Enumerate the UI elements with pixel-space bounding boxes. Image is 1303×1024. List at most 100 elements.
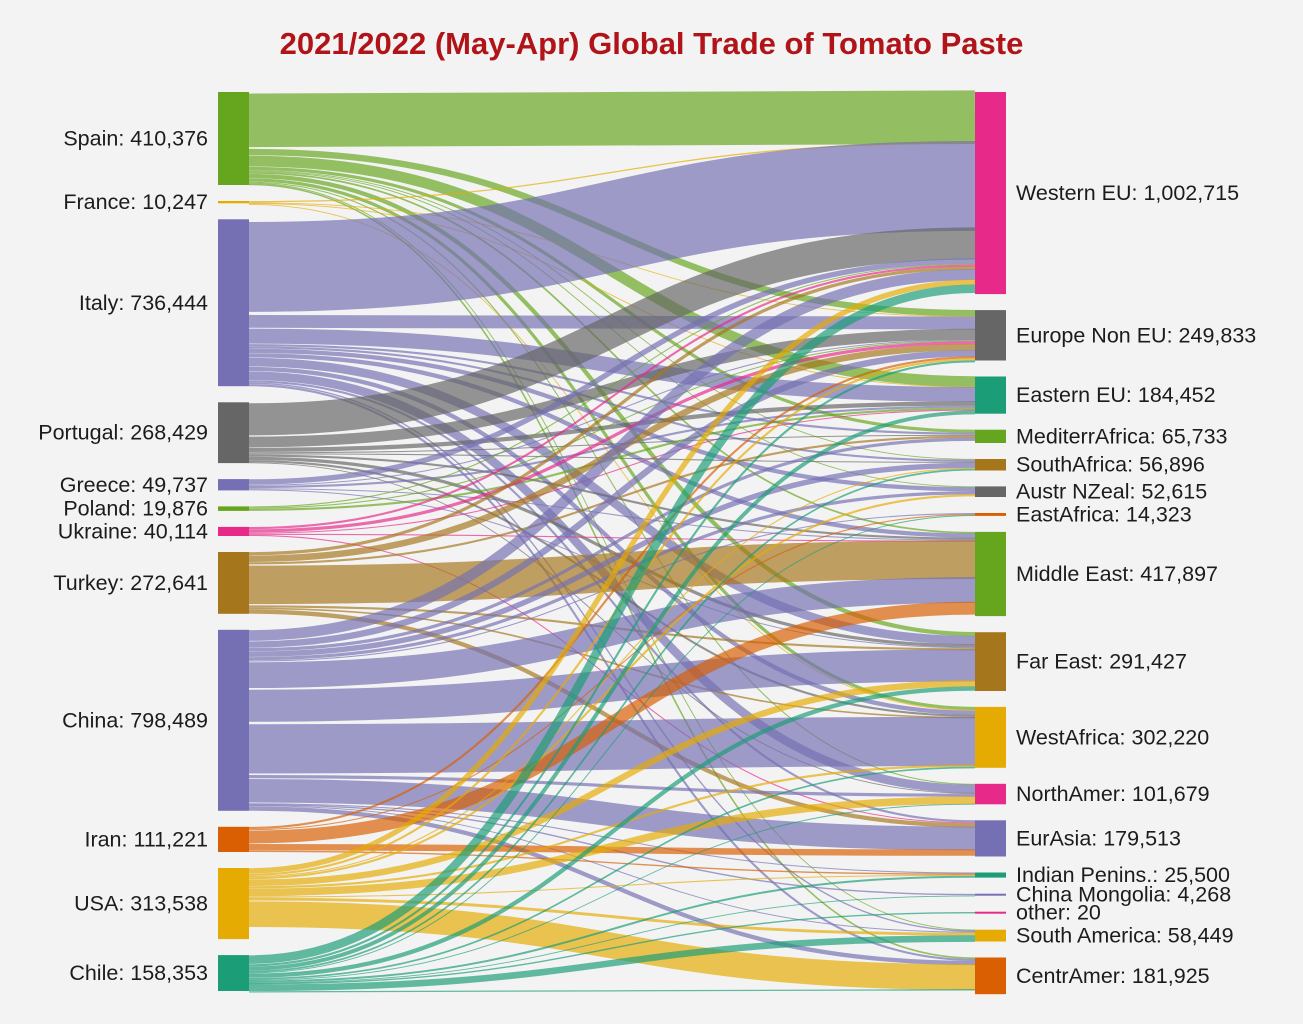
flow-ukraine-to-western-eu [248,264,976,530]
target-node-south-america[interactable] [975,929,1006,942]
target-label-austr-nzeal: Austr NZeal: 52,615 [1016,480,1207,504]
flow-usa-to-western-eu [248,279,976,874]
flow-china-to-south-america [248,805,976,933]
flow-chile-to-eastafrica [248,515,976,974]
flow-usa-to-south-america [248,897,976,936]
flow-chile-to-south-america [248,935,976,992]
flow-usa-to-southafrica [248,467,976,878]
flow-usa-to-indian-penins [248,874,976,898]
target-node-southafrica[interactable] [975,459,1006,471]
source-node-spain[interactable] [218,92,249,185]
flow-chile-to-far-east [248,686,976,978]
source-node-turkey[interactable] [218,552,249,614]
source-node-china[interactable] [218,629,249,811]
source-label-usa: USA: 313,538 [74,892,208,916]
flow-italy-to-western-eu [248,140,976,312]
target-node-eastafrica[interactable] [975,513,1006,516]
target-node-europe-non-eu[interactable] [975,310,1006,361]
flow-france-to-eastern-eu [248,203,976,388]
flow-chile-to-northamer [248,803,976,981]
target-node-northamer[interactable] [975,783,1006,805]
flow-chile-to-europe-non-eu [248,360,976,967]
source-node-poland[interactable] [218,506,249,511]
source-node-france[interactable] [218,201,249,204]
target-label-europe-non-eu: Europe Non EU: 249,833 [1016,323,1256,347]
flow-italy-to-southafrica [248,346,976,462]
flow-china-to-indian-penins [248,803,976,874]
source-node-portugal[interactable] [218,402,249,464]
flow-iran-to-indian-penins [248,850,976,875]
flow-portugal-to-western-eu [248,227,976,436]
target-node-mediterrafrica[interactable] [975,429,1006,443]
flow-chile-to-china-mongolia [248,895,976,984]
source-label-ukraine: Ukraine: 40,114 [58,520,208,544]
source-label-poland: Poland: 19,876 [63,497,208,521]
flow-greece-to-western-eu [248,258,976,485]
target-node-far-east[interactable] [975,632,1006,691]
flow-usa-to-northamer [248,796,976,897]
source-node-ukraine[interactable] [218,526,249,536]
source-node-greece[interactable] [218,479,249,491]
source-node-iran[interactable] [218,826,249,852]
flow-usa-to-far-east [248,680,976,886]
flow-iran-to-middle-east [248,601,976,844]
target-node-middle-east[interactable] [975,531,1006,617]
source-label-chile: Chile: 158,353 [69,961,208,985]
target-label-china-mongolia: China Mongolia: 4,268 [1016,883,1231,907]
target-node-western-eu[interactable] [975,92,1006,295]
flow-greece-to-eastern-eu [248,405,976,489]
target-node-indian-penins[interactable] [975,872,1006,878]
flow-iran-to-europe-non-eu [248,356,976,830]
target-node-centramer[interactable] [975,957,1006,995]
target-node-other[interactable] [975,911,1006,914]
flow-china-to-europe-non-eu [248,350,976,648]
flow-poland-to-europe-non-eu [248,340,976,509]
target-node-westafrica[interactable] [975,706,1006,768]
source-node-usa[interactable] [218,868,249,940]
flow-portugal-to-europe-non-eu [248,328,976,448]
flow-links [248,90,976,993]
flow-spain-to-western-eu [248,90,976,148]
flow-italy-to-eastern-eu [248,328,976,402]
source-node-chile[interactable] [218,955,249,991]
target-label-northamer: NorthAmer: 101,679 [1016,782,1210,806]
flow-china-to-mediterrafrica [248,437,976,652]
source-label-greece: Greece: 49,737 [60,473,208,497]
target-label-eurasia: EurAsia: 179,513 [1016,826,1181,850]
source-label-france: France: 10,247 [63,190,208,214]
flow-usa-to-austr-nzeal [248,494,976,880]
target-label-eastafrica: EastAfrica: 14,323 [1016,503,1192,527]
flow-chile-to-other [248,911,976,985]
flow-chile-to-indian-penins [248,875,976,983]
target-label-mediterrafrica: MediterrAfrica: 65,733 [1016,424,1228,448]
flow-chile-to-southafrica [248,468,976,973]
target-label-south-america: South America: 58,449 [1016,924,1234,948]
flow-portugal-to-eastern-eu [248,401,976,453]
target-label-indian-penins: Indian Penins.: 25,500 [1016,863,1230,887]
target-node-eastern-eu[interactable] [975,376,1006,414]
flow-china-to-western-eu [248,269,976,641]
target-label-middle-east: Middle East: 417,897 [1016,562,1218,586]
flow-china-to-westafrica [248,716,976,774]
target-label-other: other: 20 [1016,901,1101,925]
target-node-eurasia[interactable] [975,820,1006,857]
source-node-italy[interactable] [218,219,249,387]
flow-china-to-eastafrica [248,512,976,662]
target-node-austr-nzeal[interactable] [975,486,1006,497]
flow-chile-to-westafrica [248,766,976,980]
flow-chile-to-centramer [248,989,976,993]
flow-portugal-to-mediterrafrica [248,434,976,454]
flow-turkey-to-western-eu [248,266,976,556]
target-node-china-mongolia[interactable] [975,893,1006,896]
flow-spain-to-middle-east [248,171,976,534]
source-label-turkey: Turkey: 272,641 [53,571,208,595]
node-labels: Spain: 410,376 France: 10,247 Italy: 736,4… [38,127,1256,988]
flow-poland-to-western-eu [248,263,976,508]
source-label-china: China: 798,489 [62,708,208,732]
target-label-eastern-eu: Eastern EU: 184,452 [1016,383,1216,407]
flow-china-to-southafrica [248,462,976,657]
target-label-centramer: CentrAmer: 181,925 [1016,964,1210,988]
chart-title: 2021/2022 (May-Apr) Global Trade of Toma… [279,26,1024,61]
target-label-westafrica: WestAfrica: 302,220 [1016,725,1209,749]
